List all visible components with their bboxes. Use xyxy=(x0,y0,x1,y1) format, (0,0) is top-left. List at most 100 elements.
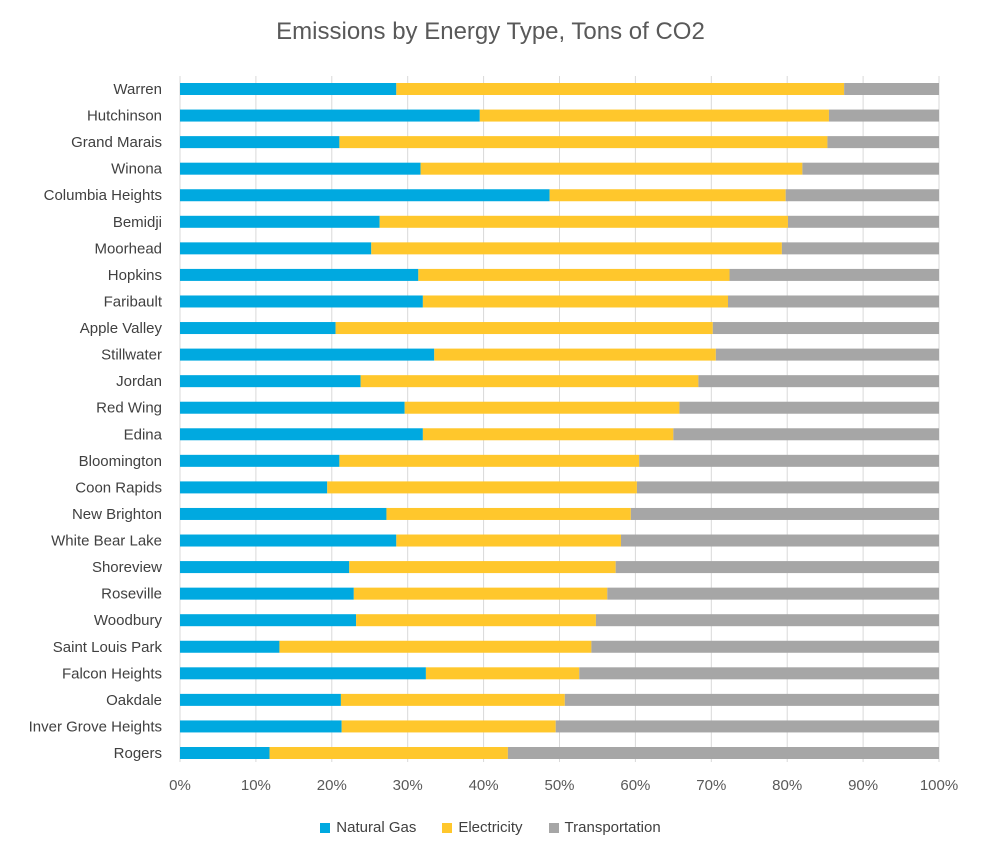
bar-electricity-hutchinson xyxy=(479,109,829,122)
bar-electricity-apple-valley xyxy=(335,322,713,335)
bar-natural-gas-edina xyxy=(180,428,423,441)
category-label-inver-grove-heights: Inver Grove Heights xyxy=(29,718,162,735)
legend: Natural Gas Electricity Transportation xyxy=(0,819,981,836)
category-label-grand-marais: Grand Marais xyxy=(71,134,162,151)
bar-natural-gas-oakdale xyxy=(180,693,341,706)
bar-electricity-jordan xyxy=(360,375,699,388)
bar-natural-gas-new-brighton xyxy=(180,507,387,520)
bar-natural-gas-red-wing xyxy=(180,401,405,414)
bar-transportation-bloomington xyxy=(639,454,939,467)
category-label-oakdale: Oakdale xyxy=(106,692,162,709)
category-label-edina: Edina xyxy=(124,426,163,443)
bar-natural-gas-coon-rapids xyxy=(180,481,328,494)
bar-natural-gas-saint-louis-park xyxy=(180,640,280,653)
x-tick-labels: 0% 10% 20% 30% 40% 50% 60% 70% 80% 90% 100% xyxy=(169,777,958,794)
bar-electricity-oakdale xyxy=(340,693,565,706)
bar-transportation-stillwater xyxy=(715,348,939,361)
bar-electricity-grand-marais xyxy=(339,136,828,149)
legend-swatch-transportation xyxy=(548,822,559,833)
category-label-white-bear-lake: White Bear Lake xyxy=(51,533,162,550)
bar-electricity-winona xyxy=(420,162,803,175)
x-tick-label: 40% xyxy=(469,777,499,794)
bar-electricity-woodbury xyxy=(356,614,596,627)
bar-natural-gas-woodbury xyxy=(180,614,357,627)
x-tick-label: 90% xyxy=(848,777,878,794)
legend-item-transportation: Transportation xyxy=(548,819,661,836)
x-tick-label: 80% xyxy=(772,777,802,794)
bar-electricity-hopkins xyxy=(418,268,730,281)
category-label-hutchinson: Hutchinson xyxy=(87,108,162,125)
bar-transportation-hopkins xyxy=(729,268,939,281)
bar-transportation-grand-marais xyxy=(827,136,939,149)
bar-natural-gas-falcon-heights xyxy=(180,667,426,680)
category-label-winona: Winona xyxy=(111,161,163,178)
bar-electricity-rogers xyxy=(269,747,508,759)
bar-electricity-white-bear-lake xyxy=(396,534,621,547)
bar-transportation-winona xyxy=(802,162,939,175)
bar-natural-gas-stillwater xyxy=(180,348,435,361)
bar-natural-gas-shoreview xyxy=(180,561,350,574)
bar-electricity-saint-louis-park xyxy=(279,640,592,653)
category-label-faribault: Faribault xyxy=(104,293,163,310)
bar-transportation-edina xyxy=(673,428,939,441)
category-label-warren: Warren xyxy=(113,81,162,98)
bar-electricity-shoreview xyxy=(349,561,616,574)
bar-transportation-coon-rapids xyxy=(636,481,939,494)
legend-item-electricity: Electricity xyxy=(442,819,523,836)
bar-transportation-oakdale xyxy=(564,693,939,706)
category-label-coon-rapids: Coon Rapids xyxy=(75,479,162,496)
category-label-rogers: Rogers xyxy=(114,745,162,762)
category-label-woodbury: Woodbury xyxy=(94,612,163,629)
category-label-jordan: Jordan xyxy=(116,373,162,390)
legend-label-natural-gas: Natural Gas xyxy=(336,819,417,836)
legend-swatch-natural-gas xyxy=(320,822,331,833)
bar-electricity-falcon-heights xyxy=(425,667,580,680)
bars xyxy=(180,83,939,759)
bar-transportation-white-bear-lake xyxy=(620,534,939,547)
bar-electricity-coon-rapids xyxy=(327,481,637,494)
bar-transportation-bemidji xyxy=(787,215,939,228)
bar-natural-gas-hutchinson xyxy=(180,109,480,122)
x-tick-label: 70% xyxy=(696,777,726,794)
category-label-saint-louis-park: Saint Louis Park xyxy=(53,639,163,656)
bar-natural-gas-bloomington xyxy=(180,454,340,467)
bar-transportation-inver-grove-heights xyxy=(555,720,939,733)
category-label-hopkins: Hopkins xyxy=(108,267,162,284)
bar-electricity-bloomington xyxy=(339,454,640,467)
x-tick-label: 50% xyxy=(544,777,574,794)
x-tick-label: 20% xyxy=(317,777,347,794)
bar-transportation-warren xyxy=(844,83,939,95)
category-label-columbia-heights: Columbia Heights xyxy=(44,187,162,204)
x-tick-label: 100% xyxy=(920,777,958,794)
category-labels: Warren Hutchinson Grand Marais Winona Columb… xyxy=(29,81,163,762)
bar-transportation-saint-louis-park xyxy=(591,640,939,653)
bar-electricity-moorhead xyxy=(371,242,782,255)
bar-natural-gas-faribault xyxy=(180,295,423,308)
gridlines xyxy=(179,76,940,762)
bar-transportation-faribault xyxy=(727,295,939,308)
category-label-roseville: Roseville xyxy=(101,586,162,603)
bar-electricity-bemidji xyxy=(379,215,788,228)
bar-electricity-edina xyxy=(422,428,674,441)
legend-swatch-electricity xyxy=(442,822,453,833)
bar-natural-gas-moorhead xyxy=(180,242,372,255)
bar-transportation-red-wing xyxy=(679,401,939,414)
category-label-stillwater: Stillwater xyxy=(101,347,162,364)
bar-electricity-new-brighton xyxy=(386,507,631,520)
bar-natural-gas-winona xyxy=(180,162,421,175)
bar-transportation-columbia-heights xyxy=(785,189,939,202)
bar-natural-gas-warren xyxy=(180,83,397,95)
bar-transportation-woodbury xyxy=(595,614,939,627)
x-tick-label: 0% xyxy=(169,777,191,794)
category-label-falcon-heights: Falcon Heights xyxy=(62,665,162,682)
legend-label-electricity: Electricity xyxy=(458,819,523,836)
bar-electricity-roseville xyxy=(353,587,608,600)
bar-transportation-roseville xyxy=(607,587,939,600)
legend-label-transportation: Transportation xyxy=(564,819,661,836)
bar-electricity-red-wing xyxy=(404,401,680,414)
category-label-apple-valley: Apple Valley xyxy=(80,320,163,337)
bar-natural-gas-columbia-heights xyxy=(180,189,550,202)
bar-electricity-inver-grove-heights xyxy=(341,720,556,733)
